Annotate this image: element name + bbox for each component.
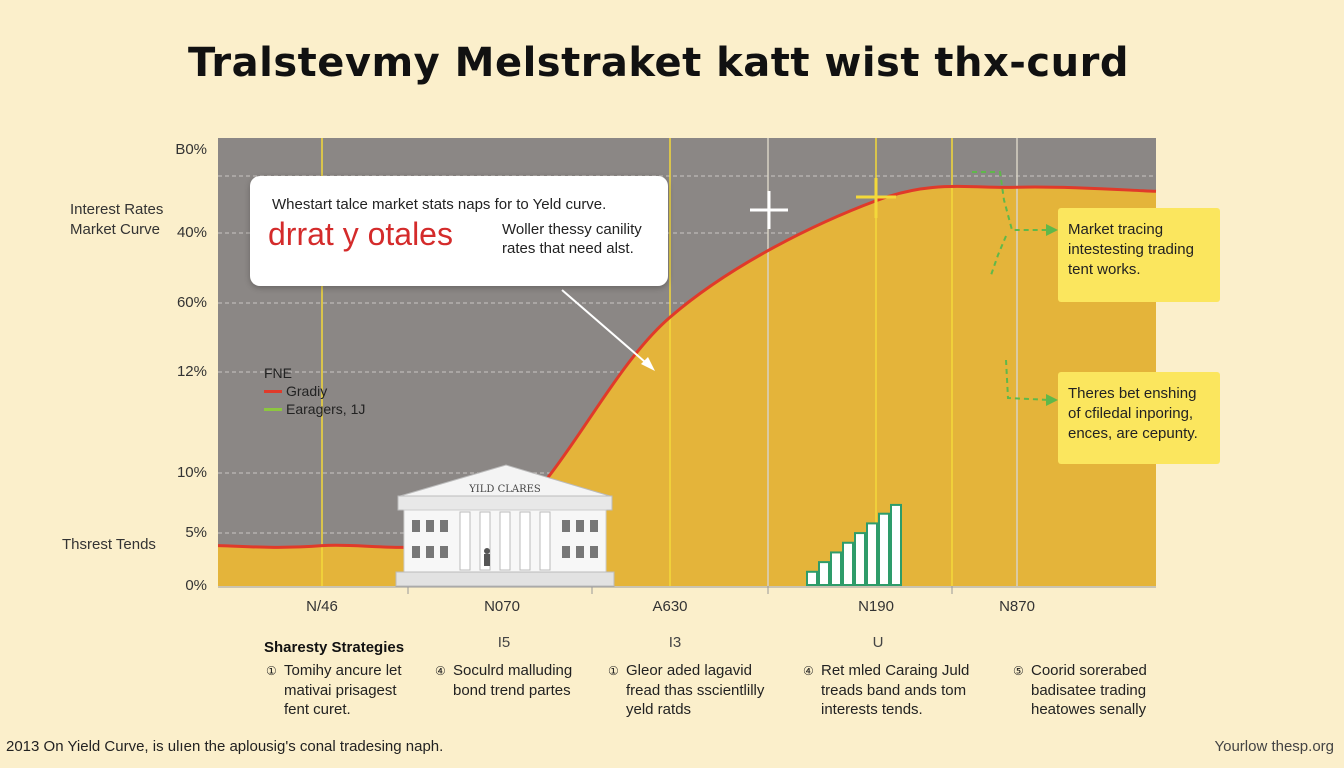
chart-legend: FNE Gradiy Earagers, 1J [264, 364, 365, 418]
numbered-circle-icon: ④ [435, 664, 446, 678]
building-label: YILD CLARES [468, 484, 541, 495]
legend-swatch-green [264, 407, 282, 411]
strategy-item: ④ Ret mled Caraing Juld treads band ands … [803, 661, 969, 719]
numbered-circle-icon: ④ [803, 664, 814, 678]
legend-item: Gradiy [264, 382, 365, 400]
callout-pointer [561, 289, 653, 369]
strategy-text: Tomihy ancure let [284, 662, 402, 679]
legend-item: Earagers, 1J [264, 400, 365, 418]
mini-bar [878, 512, 890, 586]
note-arrow-upper-icon [1046, 224, 1058, 236]
bank-building-icon: YILD CLARES [395, 464, 615, 587]
strategy-text: interests tends. [821, 701, 923, 718]
page-title: Tralstevmy Melstraket katt wist thx-curd [188, 40, 1129, 86]
strategy-item: ⑤ Coorid sorerabed badisatee trading heat… [1013, 661, 1147, 719]
strategy-text: Soculrd malluding [453, 662, 573, 679]
left-axis-label-line: Market Curve [70, 221, 161, 238]
mini-bar [842, 541, 854, 587]
mini-bar [830, 551, 842, 587]
strategy-text: treads band ands tom [821, 682, 967, 699]
callout-line: Whestart talce market stats naps for to … [272, 196, 607, 213]
note-box-lower: Theres bet enshing of cfiledal inporing,… [1058, 372, 1220, 464]
numbered-circle-icon: ① [608, 664, 619, 678]
numbered-circle-icon: ⑤ [1013, 664, 1024, 678]
callout-box: Whestart talce market stats naps for to … [250, 176, 668, 286]
y-tick-label: 0% [185, 577, 207, 594]
footer-caption: 2013 On Yield Curve, is ulıen the aplous… [6, 738, 444, 755]
strategy-text: fread thas sscientlilly [626, 682, 765, 699]
mini-bar-chart [806, 503, 902, 587]
crosshair-icon [750, 191, 788, 229]
strategy-text: heatowes senally [1031, 701, 1147, 718]
strategy-text: Ret mled Caraing Juld [821, 662, 970, 679]
legend-title: FNE [264, 365, 292, 381]
x-tick-label: N070 [484, 598, 520, 615]
x-tick-label: N190 [858, 598, 894, 615]
strategy-text: mativai prisagest [284, 682, 397, 699]
y-tick-label: 5% [185, 524, 207, 541]
callout-side-text: Woller thessy canility rates that need a… [502, 221, 642, 257]
strategy-text: Gleor aded lagavid [626, 662, 752, 679]
y-tick-label: 60% [176, 294, 207, 311]
left-axis-label-line: Interest Rates [70, 201, 164, 218]
mini-bar [890, 503, 902, 587]
strategy-item: ① Gleor aded lagavid fread thas sscientli… [608, 661, 764, 719]
crosshair-highlight-icon [856, 178, 896, 218]
note-connector-lower [1005, 359, 1051, 401]
strategy-text: bond trend partes [453, 682, 571, 699]
strategy-number: I3 [668, 634, 682, 651]
legend-label: Gradiy [286, 383, 328, 399]
x-tick-label: A630 [652, 598, 688, 615]
y-tick-label: 10% [176, 464, 207, 481]
legend-label: Earagers, 1J [286, 401, 366, 417]
note-arrow-lower-icon [1046, 394, 1058, 406]
x-tick-label: N870 [999, 598, 1035, 615]
yield-curve-line [217, 184, 1157, 549]
left-axis-label-upper: Interest Rates Market Curve [70, 200, 163, 240]
y-tick-label: B0% [175, 141, 207, 158]
left-axis-label-lower: Thsrest Tends [62, 536, 156, 553]
footer-source-link[interactable]: Yourlow thesp.org [1214, 738, 1334, 755]
strategy-text: yeld ratds [626, 701, 692, 718]
strategy-item: ① Tomihy ancure let mativai prisagest fen… [266, 661, 402, 719]
strategy-number: U [872, 634, 884, 651]
strategy-number: I5 [497, 634, 511, 651]
note-connector-upper [972, 171, 1050, 279]
mini-bar [806, 570, 818, 586]
numbered-circle-icon: ① [266, 664, 277, 678]
yield-curve-area [218, 186, 1156, 586]
x-tick-label: N/46 [306, 598, 338, 615]
mini-bar [854, 532, 866, 587]
y-tick-label: 12% [176, 363, 207, 380]
callout-big-text: drrat y otales [268, 216, 453, 252]
legend-swatch-red [264, 389, 282, 393]
strategy-item: ④ Soculrd malluding bond trend partes [435, 661, 572, 700]
callout-pointer-head [641, 357, 655, 371]
strategies-heading: Sharesty Strategies [264, 639, 405, 656]
y-tick-label: 40% [176, 224, 207, 241]
strategy-text: Coorid sorerabed [1031, 662, 1147, 679]
mini-bar [866, 522, 878, 587]
strategy-text: fent curet. [284, 701, 351, 718]
strategy-text: badisatee trading [1031, 682, 1147, 699]
note-box-upper: Market tracing intestesting trading tent… [1058, 208, 1220, 302]
mini-bar [818, 561, 830, 586]
x-axis-ticks [407, 586, 953, 594]
